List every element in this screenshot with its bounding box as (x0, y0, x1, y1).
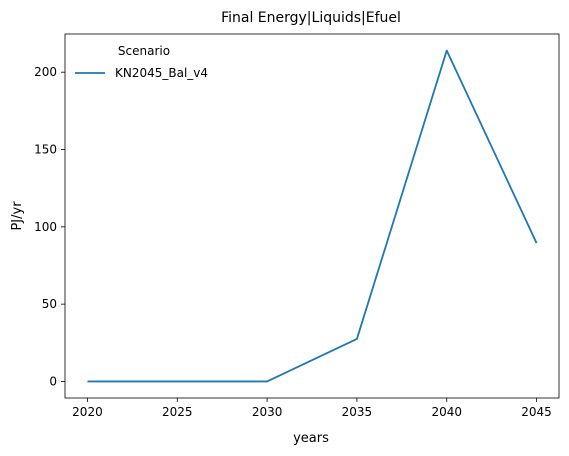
y-tick-label-100: 100 (34, 220, 57, 234)
y-axis-label: PJ/yr (10, 201, 25, 231)
x-tick-label-2035: 2035 (342, 405, 373, 419)
series-layer (87, 49, 538, 383)
chart-title: Final Energy|Liquids|Efuel (221, 10, 401, 26)
x-tick-label-2025: 2025 (162, 405, 193, 419)
y-axis-ticks: 0 50 100 150 200 (34, 65, 65, 388)
y-tick-label-200: 200 (34, 65, 57, 79)
legend-title: Scenario (118, 44, 170, 58)
y-tick-label-0: 0 (49, 374, 57, 388)
x-axis-ticks: 2020 2025 2030 2035 2040 2045 (72, 398, 552, 419)
x-tick-label-2040: 2040 (431, 405, 462, 419)
x-tick-label-2045: 2045 (521, 405, 552, 419)
y-tick-label-50: 50 (42, 297, 57, 311)
x-axis-label: years (293, 431, 329, 446)
legend-entry-kn2045-bal-v4: KN2045_Bal_v4 (115, 66, 208, 80)
x-tick-label-2030: 2030 (252, 405, 283, 419)
y-tick-label-150: 150 (34, 143, 57, 157)
legend: Scenario KN2045_Bal_v4 (75, 44, 208, 80)
x-tick-label-2020: 2020 (72, 405, 103, 419)
plot-area (64, 33, 560, 399)
